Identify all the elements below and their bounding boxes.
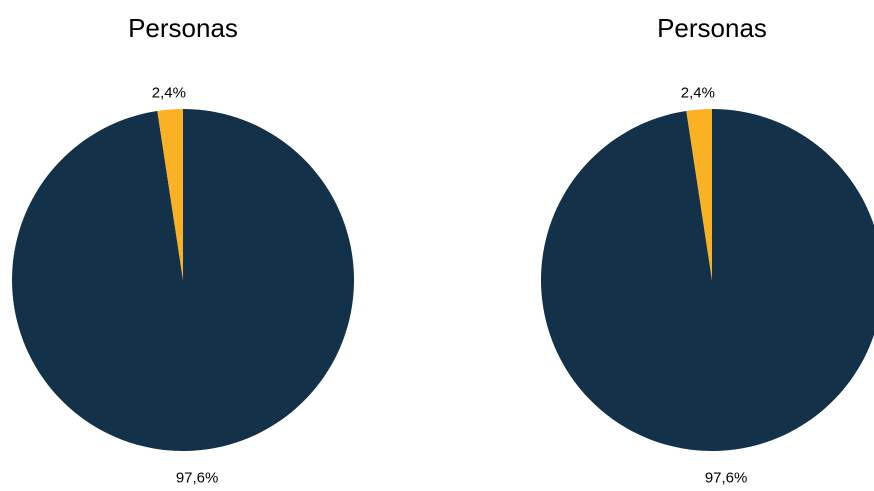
data-label: 2,4% [152, 85, 186, 102]
data-label: 97,6% [176, 469, 219, 486]
pie-slice [157, 109, 183, 280]
chart-title: Personas [657, 13, 767, 43]
chart-title: Personas [128, 13, 238, 43]
data-label: 97,6% [705, 469, 748, 486]
data-label: 2,4% [681, 85, 715, 102]
pie-slice [11, 109, 355, 451]
pie-slice [541, 109, 874, 451]
pie-slice [686, 109, 712, 280]
